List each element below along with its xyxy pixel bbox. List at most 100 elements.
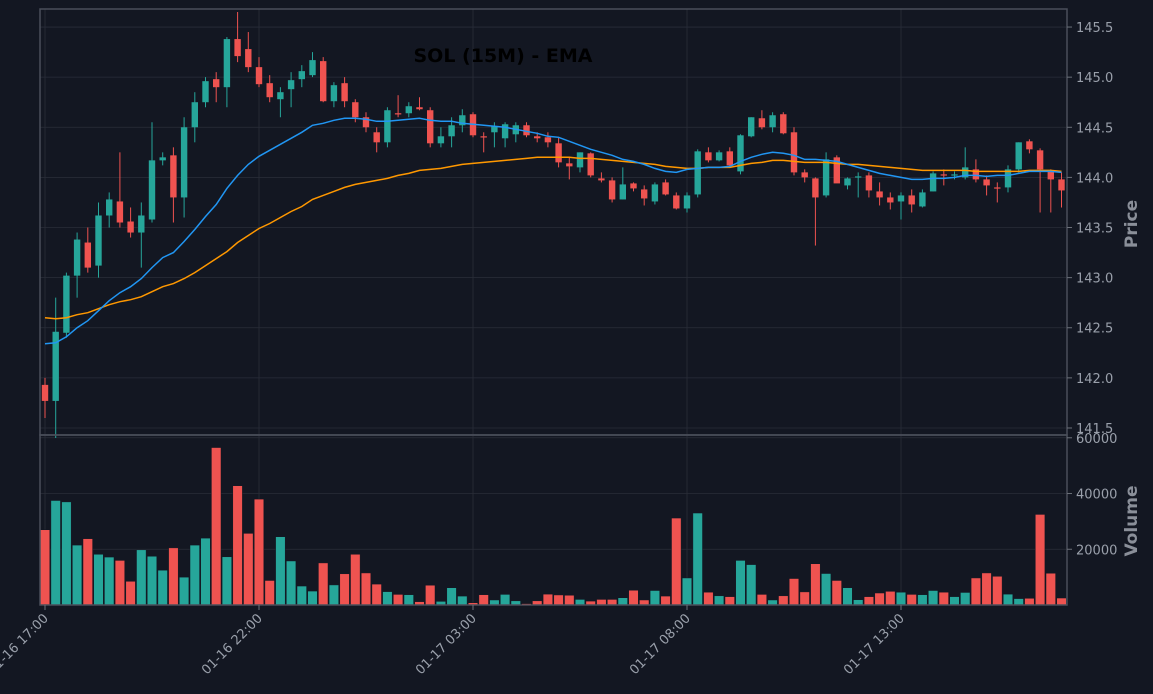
candle-body-up [951, 174, 958, 176]
volume-bar [500, 594, 511, 606]
candle-body-down [245, 49, 252, 68]
candle-body-down [213, 79, 220, 88]
volume-bar [200, 537, 211, 606]
candle-body-up [491, 126, 498, 133]
candle-body-down [865, 175, 873, 191]
candle-body-up [191, 102, 198, 128]
candle-body-up [180, 127, 188, 198]
volume-bar [114, 560, 125, 606]
price-tick-label: 145.5 [1076, 21, 1113, 36]
candle-body-up [929, 173, 937, 192]
candle-body-down [266, 83, 273, 98]
candle-body-down [352, 102, 359, 118]
volume-bar [853, 599, 864, 606]
candle-body-down [662, 182, 669, 195]
candle-body-down [758, 118, 766, 128]
candle-body-down [341, 83, 348, 102]
chart-title: SOL (15M) - EMA [414, 45, 593, 67]
volume-bar [981, 572, 992, 606]
candle-body-up [1004, 169, 1012, 188]
candle-body-down [940, 174, 947, 176]
volume-bar [61, 501, 72, 606]
candle-body-down [255, 67, 263, 85]
volume-bar [382, 591, 393, 606]
candle-body-up [63, 275, 70, 333]
volume-bar [1013, 598, 1024, 606]
volume-bar [842, 587, 853, 606]
candle-body-down [587, 153, 594, 176]
volume-bar [1002, 593, 1014, 606]
candle-body-down [234, 39, 241, 57]
volume-bar [489, 599, 500, 606]
volume-bar [393, 594, 404, 606]
volume-bar [574, 599, 586, 606]
candle-body-down [598, 178, 605, 181]
volume-bar [746, 564, 757, 606]
volume-bar [339, 573, 350, 606]
candle-body-up [148, 160, 156, 220]
candle-body-down [1047, 171, 1054, 180]
candle-body-down [416, 107, 423, 110]
volume-bar [328, 584, 339, 606]
volume-bar [874, 592, 885, 606]
candle-body-up [223, 39, 231, 88]
volume-bar [970, 577, 981, 606]
candle-body-down [801, 172, 808, 178]
price-tick-label: 144.0 [1076, 171, 1113, 186]
candle-body-up [651, 184, 659, 202]
volume-bar [681, 577, 693, 606]
candle-body-up [384, 110, 391, 143]
candle-body-up [330, 85, 338, 102]
volume-bar [928, 590, 939, 606]
candle-body-up [459, 115, 466, 126]
candle-body-down [887, 197, 894, 203]
volume-bar [607, 599, 618, 606]
candle-body-up [202, 81, 209, 103]
volume-bar [296, 585, 307, 606]
volume-bar [735, 560, 746, 606]
candle-body-up [576, 152, 584, 168]
volume-bar [992, 576, 1003, 606]
volume-bar [318, 562, 329, 606]
volume-bar [371, 583, 382, 606]
volume-bar [125, 581, 136, 606]
volume-bar [649, 590, 660, 606]
price-axis: 141.5 142.0 142.5 143.0 143.5 144.0 144.5 145.0… [1067, 21, 1113, 437]
candle-body-up [52, 331, 59, 401]
volume-bar [895, 591, 907, 606]
volume-bar [799, 591, 810, 606]
candle-body-down [555, 143, 562, 163]
volume-bar [885, 591, 896, 606]
volume-bar [403, 594, 414, 606]
candle-body-up [769, 115, 776, 128]
ema-fast-line [44, 117, 1062, 345]
candle-body-down [608, 180, 616, 200]
candle-body-up [962, 167, 969, 178]
price-tick-label: 142.0 [1076, 372, 1113, 387]
price-tick-label: 143.0 [1076, 272, 1113, 287]
candle-body-up [822, 159, 830, 196]
volume-bar [863, 596, 874, 606]
candle-body-down [641, 189, 648, 199]
volume-bar [821, 573, 832, 606]
volume-bar [286, 560, 297, 606]
candle-body-up [748, 117, 755, 137]
volume-bar [72, 544, 83, 606]
candle-body-down [373, 132, 380, 143]
candle-body-up [159, 157, 166, 161]
candle-body-down [780, 114, 787, 134]
candle-body-up [715, 152, 723, 161]
volume-bar [671, 517, 682, 606]
price-tick-label: 142.5 [1076, 322, 1113, 337]
volume-bar [639, 599, 650, 606]
candle-body-down [994, 187, 1001, 189]
volume-bar [564, 594, 575, 606]
candle-body-up [73, 239, 81, 276]
candle-body-down [1058, 179, 1065, 191]
candle-body-up [1015, 142, 1022, 170]
candle-body-up [448, 125, 455, 137]
candle-body-down [394, 113, 402, 115]
volume-bar [211, 447, 222, 606]
volume-bar [906, 594, 917, 606]
